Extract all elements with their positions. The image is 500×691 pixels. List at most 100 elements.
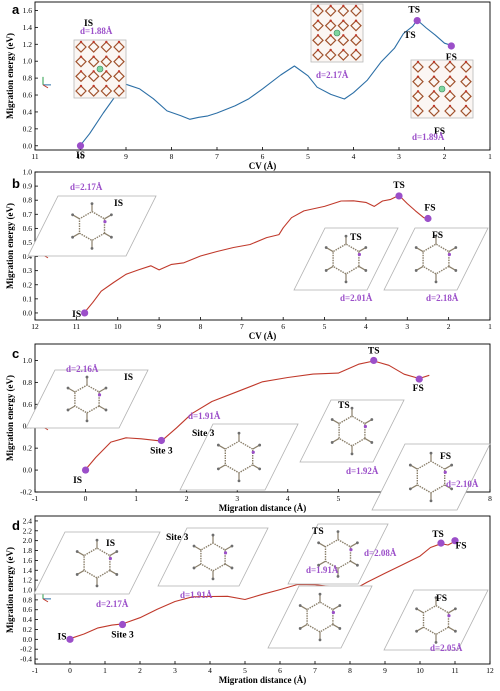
- chart-panel-a: a 11 10 9 8 7 6 5 4 3 2 1 0.0 0.2 0.4 0.6 0.8 1.0 1.2 1.4 1.…: [5, 1, 492, 171]
- framework-unit: [428, 75, 440, 88]
- node-atom: [95, 584, 99, 588]
- linker-arm: [252, 445, 260, 450]
- linker-arm: [416, 247, 424, 253]
- oxygen-atom: [354, 48, 358, 52]
- node-atom: [415, 629, 419, 633]
- node-atom: [192, 566, 196, 570]
- oxygen-atom: [329, 19, 332, 22]
- structure-inset: [27, 195, 157, 257]
- oxygen-atom: [117, 40, 121, 44]
- metal-ion: [349, 548, 353, 552]
- framework-unit: [312, 5, 324, 17]
- linker-arm: [364, 437, 372, 443]
- state-label: TS: [432, 530, 444, 540]
- framework-unit: [412, 75, 424, 88]
- inset-frame: [179, 423, 299, 491]
- state-label: FS: [413, 384, 424, 394]
- y-tick-label: 0.8: [23, 378, 33, 387]
- node-atom: [258, 443, 262, 447]
- x-tick-label: -1: [32, 494, 38, 503]
- linker-arm: [358, 247, 366, 253]
- x-tick-label: -1: [32, 666, 38, 675]
- node-atom: [330, 418, 334, 421]
- node-atom: [90, 247, 94, 250]
- state-label: FS: [446, 53, 457, 63]
- framework-unit: [350, 49, 362, 61]
- oxygen-atom: [448, 90, 452, 93]
- energy-profile-line: [80, 19, 452, 146]
- oxygen-atom: [416, 75, 420, 78]
- x-tick-label: 11: [451, 666, 458, 675]
- framework-unit: [113, 85, 125, 97]
- linker-arm: [319, 560, 326, 566]
- linker-arm: [332, 623, 340, 629]
- node-atom: [192, 544, 196, 548]
- y-tick-label: 1.2: [23, 576, 33, 585]
- oxygen-atom: [342, 19, 345, 22]
- linker-arm: [252, 464, 260, 469]
- panel-label: b: [12, 176, 20, 191]
- oxygen-atom: [342, 48, 345, 52]
- oxygen-atom: [354, 19, 358, 22]
- framework-unit: [428, 105, 440, 117]
- structure-inset: [293, 227, 399, 291]
- framework-unit: [428, 61, 440, 73]
- oxygen-atom: [354, 34, 358, 37]
- x-tick-label: 1: [134, 494, 138, 503]
- bond-distance-label: d=1.91Å: [306, 565, 339, 575]
- node-atom: [453, 629, 457, 633]
- y-tick-label: 0.0: [23, 635, 33, 644]
- node-atom: [90, 202, 94, 206]
- framework-unit: [100, 85, 113, 97]
- oxygen-atom: [416, 90, 420, 93]
- oxygen-atom: [464, 75, 468, 78]
- metal-ion: [97, 393, 102, 397]
- state-marker: [437, 539, 445, 547]
- metal-ion: [96, 65, 104, 73]
- framework-unit: [100, 55, 113, 68]
- framework-unit: [113, 55, 125, 68]
- linker-arm: [109, 569, 117, 575]
- inset-frame: [383, 589, 489, 651]
- linker-arm: [332, 437, 340, 443]
- linker-arm: [364, 419, 372, 425]
- x-tick-label: 3: [397, 152, 401, 161]
- x-tick-label: 0: [84, 494, 88, 503]
- y-tick-label: 1.0: [23, 57, 33, 66]
- node-atom: [414, 246, 418, 249]
- x-tick-label: 12: [31, 322, 39, 331]
- bond-distance-label: d=1.92Å: [346, 466, 379, 476]
- x-tick-label: 7: [215, 152, 219, 161]
- inset-frame: [293, 227, 399, 291]
- node-atom: [336, 575, 340, 578]
- framework-unit: [412, 90, 424, 103]
- metal-ion: [363, 424, 367, 429]
- oxygen-atom: [105, 84, 108, 88]
- linker-arm: [109, 551, 117, 557]
- metal-ion: [333, 29, 341, 37]
- node-atom: [434, 234, 438, 238]
- oxygen-atom: [354, 4, 358, 8]
- x-tick-label: 10: [114, 322, 122, 331]
- node-atom: [434, 641, 438, 644]
- state-marker: [447, 42, 455, 50]
- bond-distance-label: d=1.91Å: [180, 590, 213, 600]
- node-atom: [85, 375, 89, 379]
- y-tick-label: 0.8: [23, 74, 33, 83]
- x-tick-label: 9: [124, 152, 128, 161]
- metal-ion: [357, 252, 361, 257]
- linker-arm: [410, 465, 418, 470]
- y-tick-label: 0.3: [23, 266, 33, 275]
- linker-arm: [326, 247, 334, 253]
- node-atom: [324, 246, 328, 249]
- metal-ion: [108, 556, 112, 561]
- oxygen-atom: [79, 40, 83, 44]
- x-axis-label: Migration distance (Å): [219, 675, 307, 685]
- node-atom: [434, 280, 438, 284]
- oxygen-atom: [117, 84, 121, 88]
- x-tick-label: 3: [235, 494, 239, 503]
- panel-label: c: [12, 346, 19, 361]
- node-atom: [454, 246, 458, 249]
- oxygen-atom: [79, 55, 83, 58]
- node-atom: [71, 213, 75, 217]
